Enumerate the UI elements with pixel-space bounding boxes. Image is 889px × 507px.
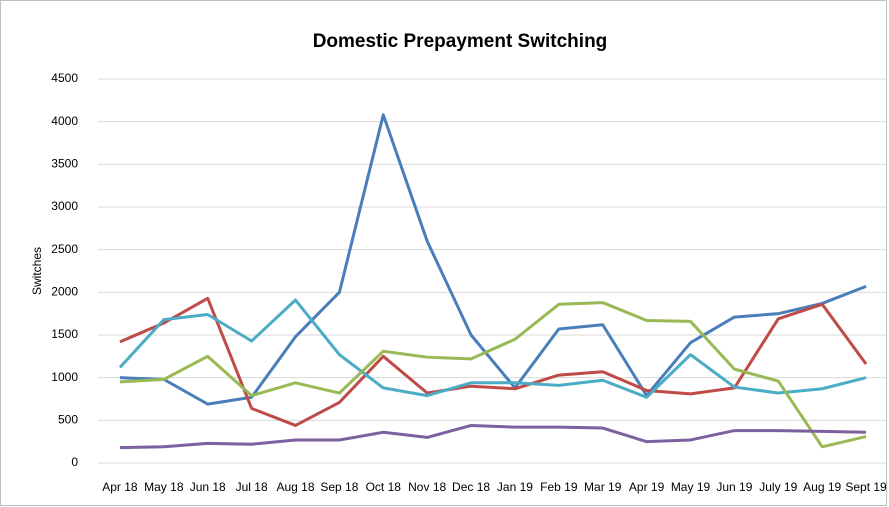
- y-tick-label: 3500: [51, 157, 78, 171]
- y-tick-label: 4500: [51, 71, 78, 85]
- y-axis-label: Switches: [30, 247, 44, 295]
- y-tick-label: 500: [58, 413, 78, 427]
- x-tick-label: Apr 18: [102, 480, 138, 494]
- x-tick-label: Sep 18: [320, 480, 358, 494]
- x-tick-label: Oct 18: [366, 480, 402, 494]
- x-tick-label: Apr 19: [629, 480, 665, 494]
- x-tick-label: Mar 19: [584, 480, 622, 494]
- y-tick-label: 3000: [51, 199, 78, 213]
- y-tick-label: 1500: [51, 327, 78, 341]
- x-tick-label: July 19: [759, 480, 797, 494]
- y-tick-label: 2500: [51, 242, 78, 256]
- x-tick-label: Jul 18: [236, 480, 268, 494]
- x-tick-label: Feb 19: [540, 480, 578, 494]
- x-tick-label: Jun 18: [190, 480, 226, 494]
- y-tick-label: 2000: [51, 285, 78, 299]
- x-tick-label: Dec 18: [452, 480, 490, 494]
- y-tick-label: 1000: [51, 370, 78, 384]
- x-tick-label: Jan 19: [497, 480, 533, 494]
- x-tick-label: May 19: [671, 480, 711, 494]
- series-line: [119, 113, 867, 406]
- series-line: [119, 301, 867, 449]
- series-line: [118, 298, 867, 399]
- x-tick-label: Sept 19: [845, 480, 887, 494]
- y-tick-label: 4000: [51, 114, 78, 128]
- x-tick-label: Jun 19: [716, 480, 752, 494]
- x-tick-label: Nov 18: [408, 480, 446, 494]
- y-tick-label: 0: [71, 455, 78, 469]
- x-tick-label: Aug 19: [803, 480, 841, 494]
- chart-title: Domestic Prepayment Switching: [313, 31, 608, 52]
- series-line: [119, 423, 867, 450]
- x-tick-label: May 18: [144, 480, 184, 494]
- x-tick-label: Aug 18: [276, 480, 314, 494]
